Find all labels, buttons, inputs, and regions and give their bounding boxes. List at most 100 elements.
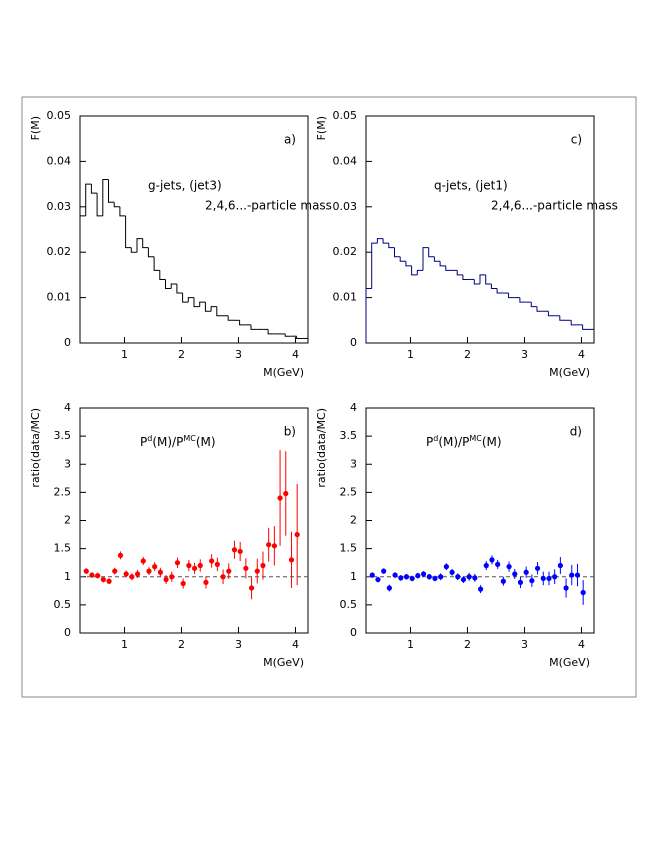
y-tick-label: 2	[350, 514, 357, 527]
data-point	[569, 572, 575, 578]
data-point	[557, 562, 563, 569]
histogram-step	[284, 333, 291, 337]
data-point	[186, 562, 192, 569]
data-point	[477, 586, 484, 592]
histogram-step	[519, 297, 526, 303]
data-point	[226, 568, 232, 574]
formula-part: (M)	[196, 435, 216, 449]
y-tick-label: 4	[350, 401, 357, 414]
histogram-step	[496, 288, 503, 294]
histogram-step	[462, 274, 469, 280]
data-point	[203, 579, 209, 585]
data-point	[288, 557, 295, 563]
data-point	[563, 585, 569, 591]
histogram-step	[508, 293, 515, 299]
data-point	[472, 575, 478, 581]
histogram-step	[102, 179, 109, 216]
histogram-step	[547, 311, 555, 317]
axes-box	[79, 115, 309, 344]
data-point	[403, 574, 410, 580]
histogram-step	[227, 315, 234, 321]
panel-label: a)	[284, 133, 296, 147]
data-point	[220, 574, 226, 580]
data-point	[409, 575, 415, 582]
data-point	[254, 568, 260, 574]
histogram-step	[136, 238, 143, 253]
data-point	[523, 569, 529, 575]
histogram-step	[473, 279, 480, 285]
x-tick-label: 1	[121, 638, 128, 651]
data-point	[540, 575, 546, 582]
data-point	[398, 575, 404, 581]
formula-part: P	[140, 435, 147, 449]
annotation: g-jets, (jet3)	[148, 179, 222, 193]
formula-part: MC	[183, 434, 196, 443]
data-point	[506, 564, 512, 570]
x-tick-label: 3	[521, 348, 528, 361]
data-point	[529, 578, 535, 584]
data-point	[134, 571, 141, 577]
formula: Pd(M)/PMC(M)	[140, 434, 216, 449]
histogram-step	[399, 256, 406, 262]
histogram-step	[193, 297, 200, 308]
data-point	[443, 564, 449, 570]
formula-part: P	[426, 435, 433, 449]
data-point	[489, 557, 495, 563]
x-tick-label: 2	[178, 348, 185, 361]
data-point	[152, 564, 158, 570]
data-point	[117, 552, 124, 558]
y-tick-label: 3.5	[340, 429, 358, 442]
x-tick-label: 4	[292, 348, 299, 361]
x-tick-label: 2	[178, 638, 185, 651]
y-tick-label: 0.5	[54, 598, 72, 611]
y-tick-label: 4	[64, 401, 71, 414]
y-tick-label: 2	[64, 514, 71, 527]
panel-label: b)	[284, 425, 296, 439]
histogram-step	[250, 324, 257, 330]
histogram-step	[559, 315, 566, 321]
histogram-step	[439, 261, 446, 267]
x-axis-label: M(GeV)	[549, 656, 590, 669]
data-point	[512, 571, 518, 577]
data-point	[243, 565, 249, 571]
histogram-step	[108, 179, 115, 203]
data-point	[392, 572, 398, 578]
histogram-step	[199, 301, 206, 307]
histogram-step	[422, 247, 429, 271]
y-tick-label: 0	[64, 626, 71, 639]
y-tick-label: 0.04	[333, 154, 358, 167]
histogram-step	[485, 274, 492, 285]
histogram-step	[388, 243, 395, 249]
data-point	[432, 575, 438, 582]
x-axis-label: M(GeV)	[549, 366, 590, 379]
histogram-step	[210, 306, 217, 312]
data-point	[266, 542, 272, 548]
x-tick-label: 1	[407, 348, 414, 361]
data-point	[140, 558, 146, 564]
histogram-step	[153, 256, 160, 271]
histogram-step	[365, 288, 372, 343]
data-point	[89, 572, 95, 578]
formula-part: (M)/P	[438, 435, 469, 449]
data-point	[260, 562, 266, 569]
formula: Pd(M)/PMC(M)	[426, 434, 502, 449]
histogram-step	[90, 184, 98, 194]
data-point	[231, 547, 238, 553]
data-point	[449, 569, 455, 575]
y-tick-label: 0.01	[333, 291, 358, 304]
data-point	[552, 574, 558, 580]
y-tick-label: 0.01	[47, 291, 72, 304]
histogram-step	[85, 183, 92, 216]
data-point	[83, 568, 89, 574]
data-point	[386, 585, 392, 591]
data-point	[123, 571, 129, 577]
x-tick-label: 3	[235, 638, 242, 651]
histogram-step	[239, 320, 246, 326]
data-point	[174, 560, 181, 566]
histogram-step	[170, 283, 177, 289]
y-tick-label: 0	[350, 626, 357, 639]
y-tick-label: 0.03	[47, 200, 72, 213]
data-point	[574, 572, 581, 578]
histogram-step	[216, 306, 223, 317]
